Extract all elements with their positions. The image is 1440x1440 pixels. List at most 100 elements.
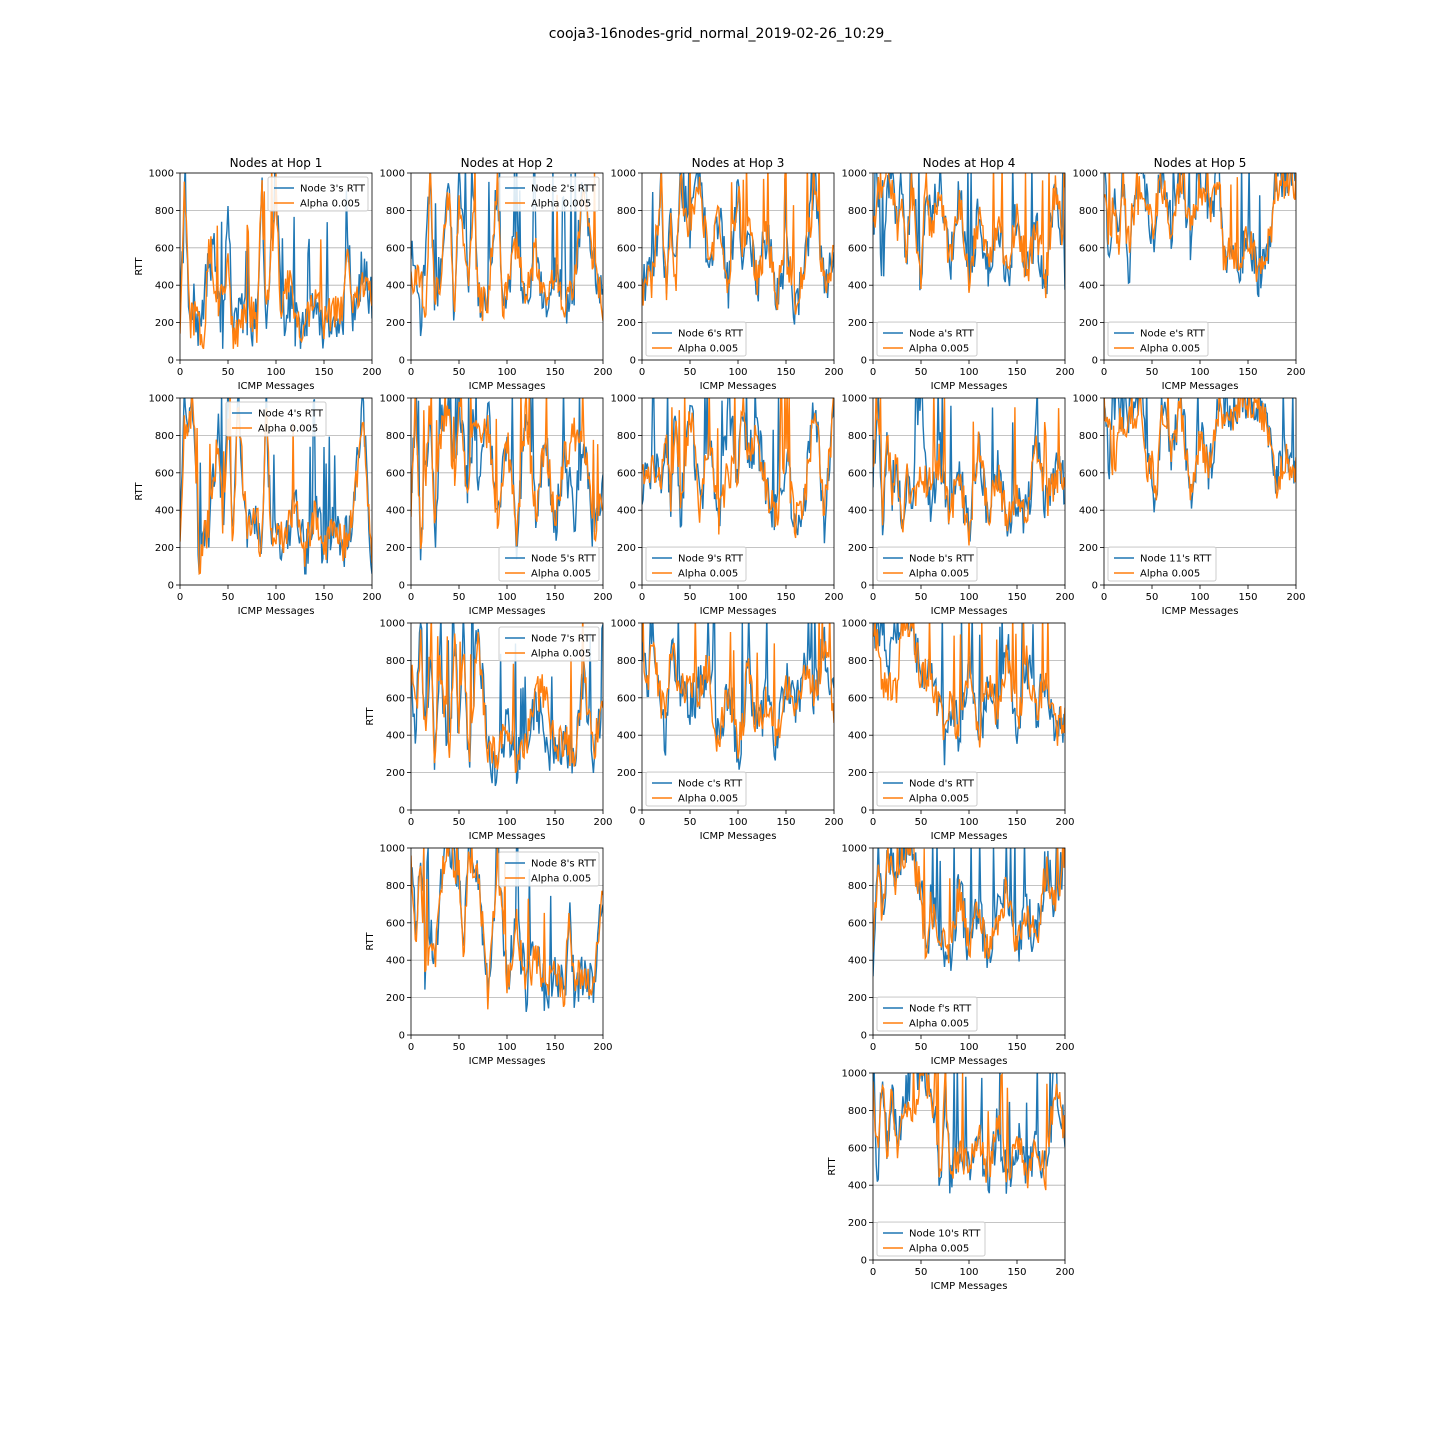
- x-tick-label: 150: [545, 1042, 564, 1053]
- subplot-3: 0 200 400 600 800 1000 0 50 100 150 200 Nodes at Ho…: [611, 156, 844, 392]
- y-tick-label: 200: [386, 993, 405, 1004]
- y-tick-label: 0: [399, 356, 405, 367]
- alpha-line: [1104, 173, 1296, 282]
- x-tick-label: 200: [593, 817, 612, 828]
- legend-label: Node 5's RTT: [531, 554, 597, 565]
- legend-label: Node b's RTT: [909, 554, 975, 565]
- legend: Node 6's RTT Alpha 0.005: [645, 321, 747, 357]
- legend-label: Node 2's RTT: [531, 184, 597, 195]
- x-tick-label: 100: [728, 592, 747, 603]
- legend-label: Node a's RTT: [909, 329, 975, 340]
- x-tick-label: 0: [408, 1042, 414, 1053]
- legend-label: Node f's RTT: [909, 1004, 972, 1015]
- x-tick-label: 150: [776, 367, 795, 378]
- y-tick-label: 400: [848, 1181, 867, 1192]
- y-tick-label: 200: [1079, 318, 1098, 329]
- x-tick-label: 150: [545, 592, 564, 603]
- y-tick-label: 0: [630, 356, 636, 367]
- x-tick-label: 200: [593, 592, 612, 603]
- y-tick-label: 400: [848, 281, 867, 292]
- y-tick-label: 800: [1079, 206, 1098, 217]
- y-tick-label: 400: [155, 506, 174, 517]
- y-tick-label: 0: [861, 806, 867, 817]
- x-tick-label: 200: [1055, 367, 1074, 378]
- alpha-line: [411, 398, 603, 550]
- x-axis-label: ICMP Messages: [238, 381, 315, 392]
- y-tick-label: 200: [848, 543, 867, 554]
- x-tick-label: 200: [362, 592, 381, 603]
- alpha-line: [873, 848, 1065, 964]
- x-tick-label: 100: [497, 367, 516, 378]
- subplot-1: 0 200 400 600 800 1000 0 50 100 150 200 Nodes at Ho…: [134, 156, 382, 392]
- axes-frame: [410, 172, 604, 361]
- x-tick-label: 200: [824, 367, 843, 378]
- axes-frame: [179, 397, 373, 586]
- alpha-line: [642, 173, 834, 315]
- y-tick-label: 1000: [380, 394, 405, 405]
- x-tick-label: 100: [728, 367, 747, 378]
- legend-label: Node 3's RTT: [300, 184, 366, 195]
- y-tick-label: 200: [386, 318, 405, 329]
- x-tick-label: 50: [1146, 592, 1159, 603]
- legend-label: Alpha 0.005: [1140, 344, 1200, 355]
- subplot-9: 0 200 400 600 800 1000 0 50 100 150 200 ICMP Messag…: [842, 394, 1075, 618]
- axes-frame: [641, 622, 835, 811]
- axes-frame: [410, 397, 604, 586]
- y-tick-label: 0: [861, 581, 867, 592]
- x-tick-label: 200: [1286, 367, 1305, 378]
- subplot-title: Nodes at Hop 4: [923, 156, 1016, 170]
- legend-label: Alpha 0.005: [258, 424, 318, 435]
- subplot-13: 0 200 400 600 800 1000 0 50 100 150 200 ICMP Messag…: [842, 619, 1075, 843]
- legend-label: Node 7's RTT: [531, 634, 597, 645]
- rtt-line: [642, 173, 834, 325]
- legend-box: [1107, 546, 1217, 582]
- y-tick-label: 600: [1079, 468, 1098, 479]
- x-axis-label: ICMP Messages: [931, 1056, 1008, 1067]
- subplot-title: Nodes at Hop 3: [692, 156, 785, 170]
- legend-label: Alpha 0.005: [909, 344, 969, 355]
- y-tick-label: 400: [617, 506, 636, 517]
- y-tick-label: 600: [386, 693, 405, 704]
- legend-label: Alpha 0.005: [909, 794, 969, 805]
- x-axis-label: ICMP Messages: [700, 831, 777, 842]
- x-tick-label: 200: [824, 592, 843, 603]
- subplot-title: Nodes at Hop 1: [230, 156, 323, 170]
- y-tick-label: 800: [155, 431, 174, 442]
- subplot-10: 0 200 400 600 800 1000 0 50 100 150 200 ICMP Messag…: [1073, 394, 1306, 618]
- x-tick-label: 100: [497, 592, 516, 603]
- x-tick-label: 0: [870, 592, 876, 603]
- x-tick-label: 150: [1007, 1267, 1026, 1278]
- legend-label: Node 10's RTT: [909, 1229, 981, 1240]
- y-tick-label: 400: [848, 731, 867, 742]
- y-tick-label: 600: [848, 1143, 867, 1154]
- x-tick-label: 50: [684, 817, 697, 828]
- x-tick-label: 100: [959, 1267, 978, 1278]
- y-tick-label: 1000: [149, 169, 174, 180]
- x-tick-label: 100: [497, 1042, 516, 1053]
- x-tick-label: 50: [684, 367, 697, 378]
- y-tick-label: 0: [1092, 356, 1098, 367]
- legend-label: Alpha 0.005: [531, 874, 591, 885]
- legend-label: Alpha 0.005: [909, 1019, 969, 1030]
- x-tick-label: 200: [593, 1042, 612, 1053]
- x-tick-label: 100: [959, 367, 978, 378]
- subplot-4: 0 200 400 600 800 1000 0 50 100 150 200 Nodes at Ho…: [842, 156, 1075, 392]
- y-tick-label: 600: [386, 243, 405, 254]
- y-tick-label: 600: [617, 243, 636, 254]
- y-tick-label: 0: [861, 1031, 867, 1042]
- x-axis-label: ICMP Messages: [931, 831, 1008, 842]
- y-tick-label: 0: [630, 581, 636, 592]
- y-tick-label: 400: [386, 281, 405, 292]
- axes-frame: [410, 622, 604, 811]
- y-tick-label: 1000: [842, 169, 867, 180]
- x-tick-label: 0: [639, 367, 645, 378]
- y-tick-label: 0: [399, 806, 405, 817]
- subplot-16: 0 200 400 600 800 1000 0 50 100 150 200 ICMP Messag…: [827, 1069, 1075, 1293]
- y-tick-label: 1000: [1073, 169, 1098, 180]
- y-tick-label: 400: [386, 731, 405, 742]
- x-tick-label: 200: [1286, 592, 1305, 603]
- y-axis-label: RTT: [134, 256, 145, 275]
- x-tick-label: 200: [1055, 817, 1074, 828]
- y-tick-label: 600: [386, 468, 405, 479]
- subplot-2: 0 200 400 600 800 1000 0 50 100 150 200 Nodes at Ho…: [380, 156, 613, 392]
